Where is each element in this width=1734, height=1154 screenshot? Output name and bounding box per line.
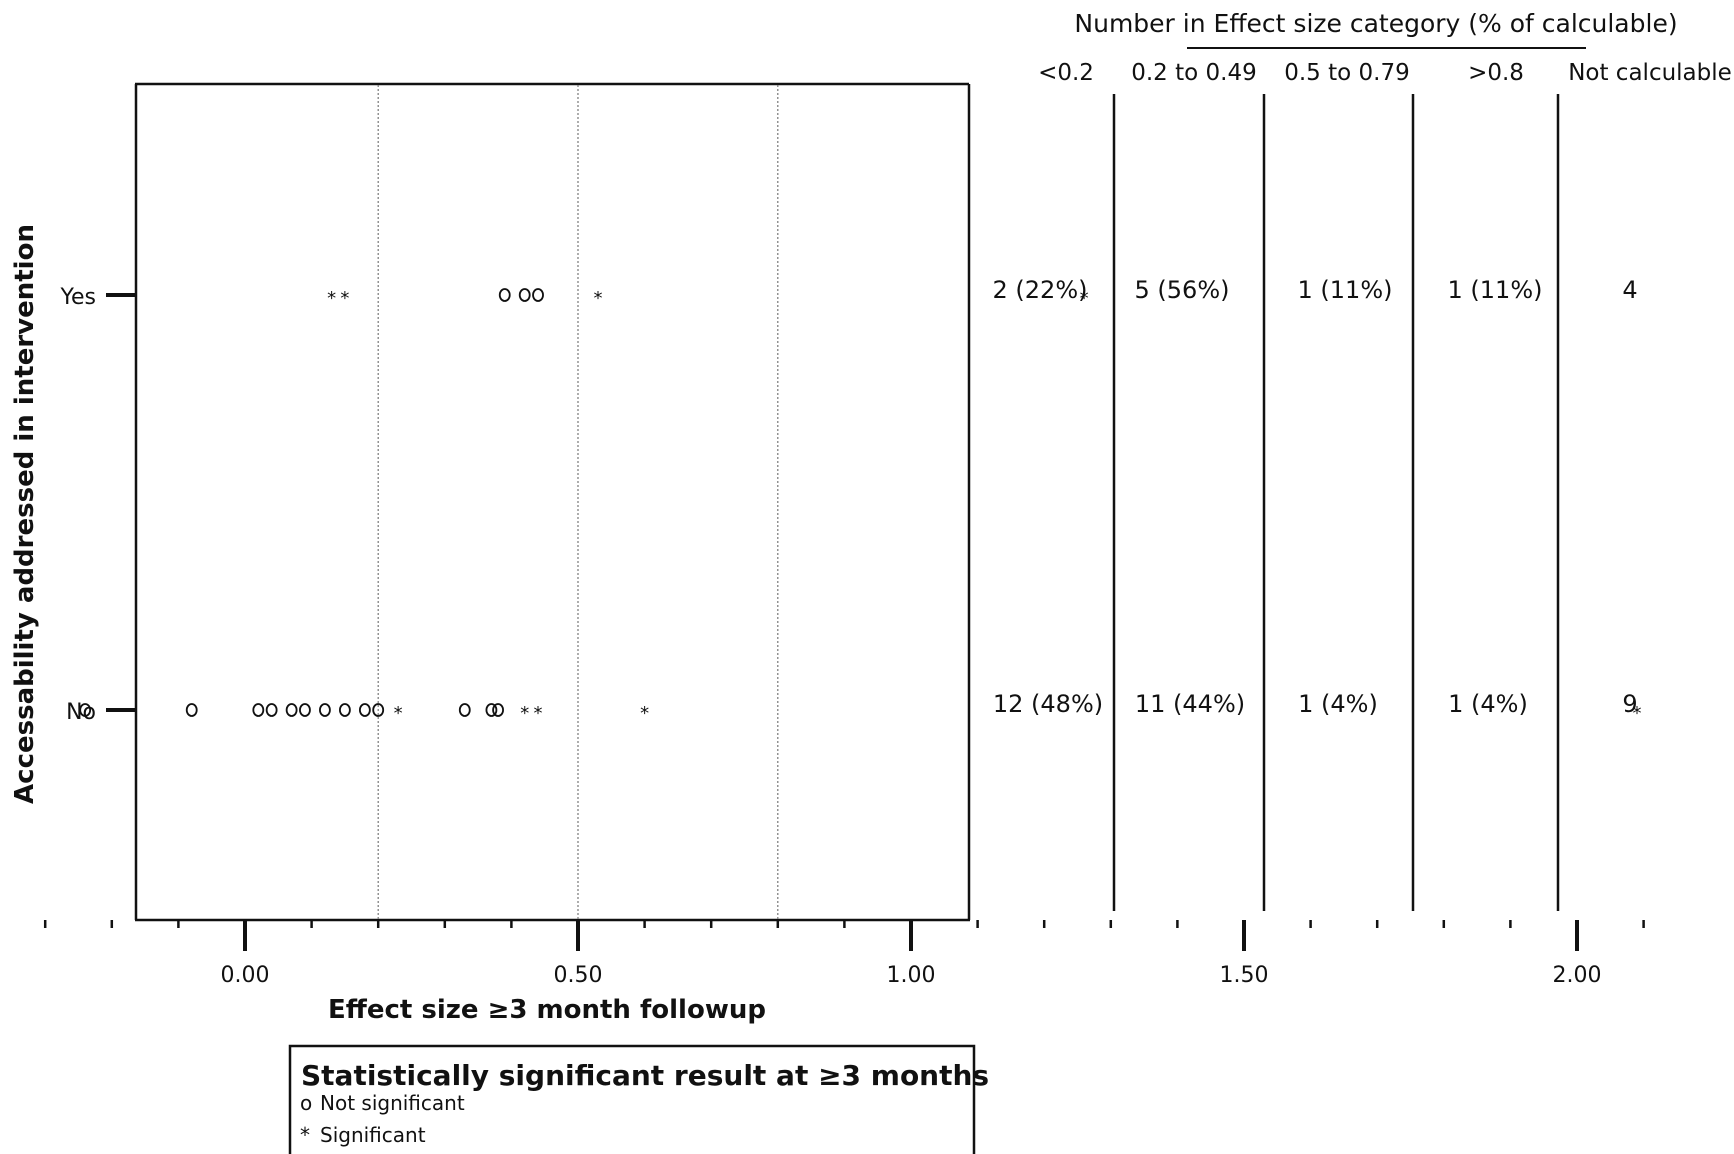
x-axis-ticks: 0.00 0.50 1.00 1.50 2.00 bbox=[43, 920, 1645, 988]
table-title: Number in Effect size category (% of cal… bbox=[1074, 9, 1677, 38]
table-cell: 1 (11%) bbox=[1448, 276, 1543, 304]
data-point-not-significant bbox=[518, 288, 531, 302]
table-column-header: >0.8 bbox=[1468, 60, 1524, 86]
y-category-label: Yes bbox=[59, 285, 96, 310]
table-cell: 1 (4%) bbox=[1448, 690, 1528, 718]
table-column-header: 0.5 to 0.79 bbox=[1284, 60, 1410, 86]
data-point-not-significant bbox=[532, 288, 544, 302]
data-point-not-significant bbox=[498, 288, 511, 302]
y-axis-ticks: Yes No bbox=[59, 285, 136, 725]
table-cell: 1 (4%) bbox=[1298, 690, 1378, 718]
data-point-not-significant bbox=[185, 703, 198, 717]
data-point-significant: * bbox=[534, 703, 543, 724]
legend-label-significant: Significant bbox=[320, 1123, 426, 1147]
x-axis-title: Effect size ≥3 month followup bbox=[328, 995, 766, 1025]
plot-area: 0.00 0.50 1.00 1.50 2.00 Yes No * * * ** * * * * bbox=[43, 82, 1645, 988]
table-cell: 11 (44%) bbox=[1135, 690, 1245, 718]
y-axis-title: Accessability addressed in intervention bbox=[10, 224, 40, 804]
data-point-significant: * bbox=[1632, 703, 1641, 724]
data-point-not-significant bbox=[358, 703, 371, 717]
table-cell: 9 bbox=[1622, 690, 1637, 718]
data-point-significant: * bbox=[593, 288, 602, 309]
table-cell: 4 bbox=[1622, 276, 1637, 304]
legend-symbol-not-significant: o bbox=[300, 1091, 312, 1115]
table-row-yes: 2 (22%) 5 (56%) 1 (11%) 1 (11%) 4 bbox=[993, 276, 1638, 304]
effect-size-table: Number in Effect size category (% of cal… bbox=[993, 9, 1732, 911]
data-point-not-significant bbox=[338, 703, 351, 717]
reference-lines bbox=[377, 85, 779, 919]
x-tick-label: 0.00 bbox=[221, 963, 270, 988]
data-points: * * * ** * * * * bbox=[79, 288, 1641, 724]
data-point-not-significant bbox=[319, 703, 331, 717]
table-row-no: 12 (48%) 11 (44%) 1 (4%) 1 (4%) 9 bbox=[993, 690, 1638, 718]
x-tick-label: 1.50 bbox=[1220, 963, 1269, 988]
data-point-not-significant bbox=[265, 703, 278, 717]
data-point-not-significant bbox=[458, 703, 471, 717]
data-point-significant: * bbox=[520, 703, 529, 724]
data-point-not-significant bbox=[79, 703, 92, 717]
data-point-not-significant bbox=[252, 703, 265, 717]
table-cell: 12 (48%) bbox=[993, 690, 1103, 718]
table-column-header: <0.2 bbox=[1038, 60, 1094, 86]
data-point-significant: * bbox=[640, 703, 649, 724]
legend-border bbox=[288, 1044, 976, 1154]
legend: Statistically significant result at ≥3 m… bbox=[288, 1044, 989, 1154]
data-point-not-significant bbox=[372, 703, 385, 717]
data-point-significant: * bbox=[394, 703, 403, 724]
legend-title: Statistically significant result at ≥3 m… bbox=[301, 1059, 989, 1092]
table-cell: 5 (56%) bbox=[1135, 276, 1230, 304]
table-column-header: Not calculable bbox=[1568, 60, 1732, 86]
data-point-significant: * bbox=[340, 288, 349, 309]
legend-label-not-significant: Not significant bbox=[320, 1091, 465, 1115]
x-tick-label: 2.00 bbox=[1553, 963, 1602, 988]
table-cell: 2 (22%) bbox=[993, 276, 1088, 304]
data-point-not-significant bbox=[299, 703, 311, 717]
data-point-not-significant bbox=[485, 703, 498, 717]
x-tick-label: 1.00 bbox=[887, 963, 936, 988]
data-point-significant: * bbox=[1080, 288, 1089, 309]
table-column-header: 0.2 to 0.49 bbox=[1131, 60, 1257, 86]
data-point-not-significant bbox=[492, 703, 504, 717]
data-point-not-significant bbox=[285, 703, 298, 717]
x-tick-label: 0.50 bbox=[554, 963, 603, 988]
legend-symbol-significant: * bbox=[300, 1123, 310, 1147]
data-point-significant: * bbox=[327, 288, 336, 309]
table-cell: 1 (11%) bbox=[1298, 276, 1393, 304]
